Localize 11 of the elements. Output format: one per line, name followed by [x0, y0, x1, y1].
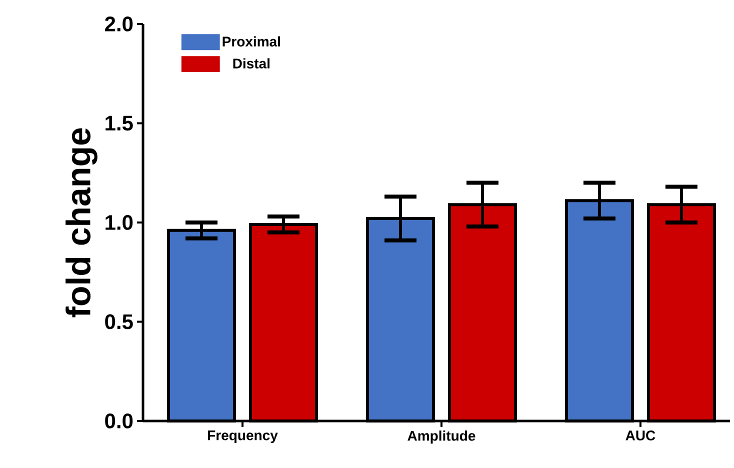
y-tick-label: 1.5 [106, 116, 133, 131]
legend-label: Distal [233, 58, 270, 68]
x-tick-label: Frequency [208, 430, 278, 444]
x-tick-label: Amplitude [408, 430, 476, 444]
x-tick-label: AUC [626, 430, 656, 440]
legend-label: Proximal [222, 36, 280, 47]
y-tick-label: 2.0 [105, 16, 133, 32]
y-tick-label: 1.0 [106, 215, 133, 230]
y-tick-label: 0.0 [105, 414, 133, 428]
y-axis-title: fold change [66, 128, 98, 318]
y-tick-label: 0.5 [105, 314, 133, 330]
